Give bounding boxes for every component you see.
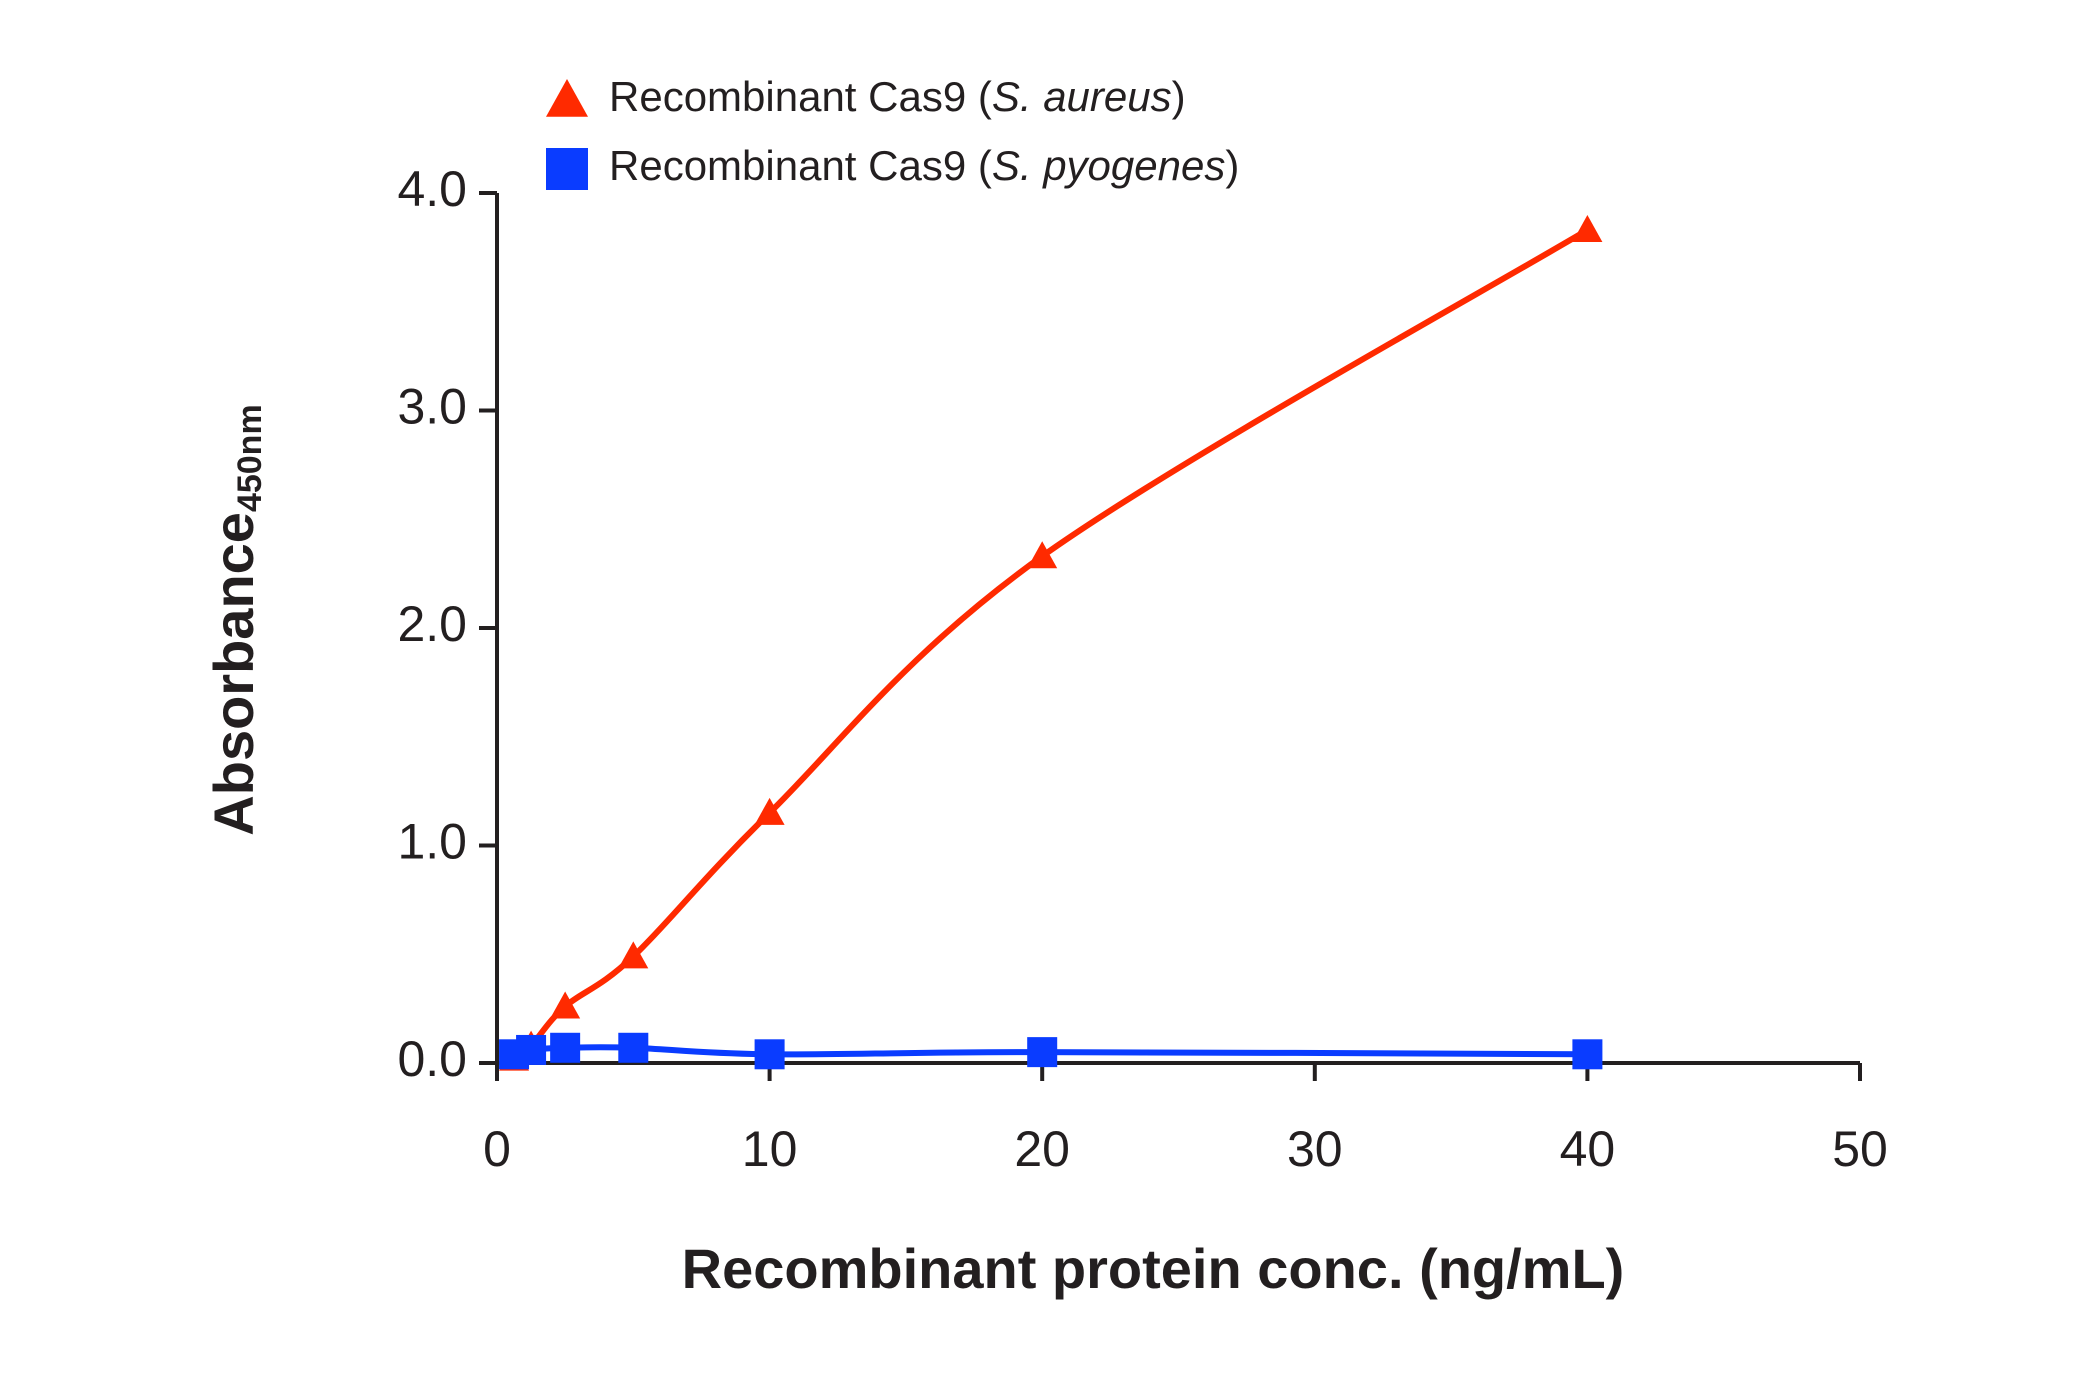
x-axis-label: Recombinant protein conc. (ng/mL) [682,1237,1625,1300]
legend-label-part: S. aureus [992,73,1172,120]
marker [1572,1039,1603,1070]
legend-label: Recombinant Cas9 (S. aureus) [609,73,1186,120]
marker [754,797,785,825]
legend-label-part: ) [1172,73,1186,120]
marker [516,1034,547,1065]
x-tick-label: 0 [483,1121,511,1177]
marker [1027,1037,1058,1068]
legend-marker [546,79,588,117]
x-tick-label: 20 [1014,1121,1070,1177]
marker [1572,214,1603,242]
y-axis-label-main: Absorbance [202,512,265,836]
x-tick-label: 10 [742,1121,798,1177]
x-tick-label: 40 [1560,1121,1616,1177]
y-tick-label: 3.0 [397,379,467,435]
marker [550,1032,581,1063]
series-line [512,227,1589,1062]
marker [1027,541,1058,569]
legend-marker [546,148,588,190]
marker [550,991,581,1019]
y-axis-label-subscript: 450nm [231,404,269,512]
x-tick-label: 30 [1287,1121,1343,1177]
y-tick-label: 0.0 [397,1031,467,1087]
y-axis-label: Absorbance450nm [202,404,269,835]
marker [618,941,649,969]
legend-label-part: Recombinant Cas9 ( [609,73,992,120]
marker [754,1039,785,1070]
marker [618,1032,649,1063]
x-tick-label: 50 [1832,1121,1888,1177]
y-tick-label: 4.0 [397,161,467,217]
legend-label-part: S. pyogenes [992,142,1226,189]
y-tick-label: 2.0 [397,596,467,652]
legend-label-part: ) [1225,142,1239,189]
y-tick-label: 1.0 [397,814,467,870]
legend-label-part: Recombinant Cas9 ( [609,142,992,189]
legend-label: Recombinant Cas9 (S. pyogenes) [609,142,1239,189]
